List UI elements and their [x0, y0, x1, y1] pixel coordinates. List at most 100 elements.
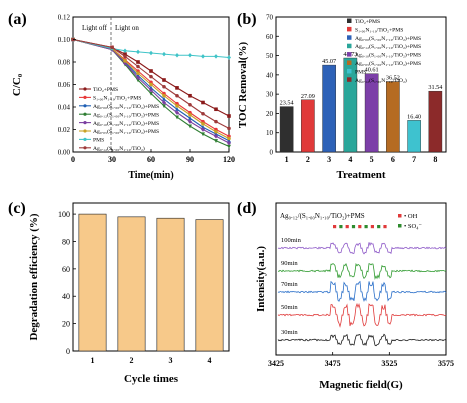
legend-label: Ag₀.₀₅(S₁.₀₀N₁.₁₀/TiO₂)+PMS	[355, 60, 421, 67]
data-point	[123, 52, 127, 56]
bar	[195, 219, 224, 352]
data-point	[162, 96, 166, 101]
y-tick-label: 0.08	[58, 59, 71, 67]
data-point	[162, 104, 166, 109]
peak-marker	[377, 225, 381, 229]
bar	[322, 64, 336, 153]
data-point	[136, 60, 140, 64]
data-point	[149, 91, 153, 96]
data-point	[175, 93, 179, 98]
panel-c: (c) 0 20 40 60 80 100 1 2 3 4 Cycle times Degrad…	[8, 200, 230, 385]
y-tick-label: 80	[62, 237, 70, 246]
legend-label: TiO₂+PMS	[355, 19, 380, 25]
data-point	[188, 113, 192, 117]
bar-value-label: 31.54	[428, 84, 442, 91]
peak-marker	[364, 225, 368, 229]
legend-swatch	[347, 26, 352, 32]
y-tick-label: 60	[62, 265, 70, 274]
y-tick-label: 40	[62, 292, 70, 301]
bar-value-label: 45.07	[322, 58, 336, 65]
data-point	[201, 54, 205, 59]
x-tick-label: 30	[108, 155, 116, 164]
panel-d-label: (d)	[237, 200, 257, 217]
bar	[117, 216, 146, 352]
panel-a-y-ticks: 0.00 0.02 0.04 0.06 0.08 0.10 0.12	[58, 14, 76, 157]
y-tick-label: 50	[266, 52, 274, 60]
bar	[386, 81, 400, 153]
legend-label: PMS	[355, 69, 366, 75]
bar	[78, 213, 107, 352]
legend-swatch-marker	[83, 87, 87, 91]
data-point	[149, 69, 153, 73]
peak-marker	[345, 225, 349, 229]
data-point	[201, 122, 205, 126]
legend-label: Ag₀.₀₅(S₁.₀₀N₁.₁₀/TiO₂)+PMS	[93, 128, 159, 135]
data-point	[227, 114, 231, 118]
data-point	[214, 107, 218, 112]
legend-swatch	[398, 224, 402, 228]
data-point	[162, 93, 166, 98]
panel-c-label: (c)	[8, 200, 26, 217]
legend-swatch	[347, 68, 352, 74]
y-tick-label: 20	[266, 110, 274, 118]
data-point	[136, 49, 140, 55]
legend-swatch	[398, 214, 402, 218]
legend-swatch-marker	[83, 121, 87, 125]
trace-label: 100min	[281, 237, 302, 244]
panel-a: (a) Light off Light on 0.000.020.040.060…	[8, 11, 235, 181]
legend-swatch-marker	[83, 146, 87, 150]
data-point	[214, 131, 218, 136]
data-point	[136, 64, 140, 69]
x-tick-label: 1	[91, 356, 95, 365]
x-tick-label: 8	[433, 155, 437, 164]
y-tick-label: 40	[266, 71, 274, 79]
legend-label: Ag₀.₀₀(S₁.₀₀N₁.₁₀/TiO₂)+PMS	[355, 35, 421, 42]
panel-a-label: (a)	[8, 11, 27, 28]
trace-label: 30min	[281, 329, 298, 336]
panel-d-x-axis-label: Magnetic field(G)	[319, 379, 403, 391]
panel-d-legend: • OH • SO₄⁻	[398, 213, 422, 230]
data-point	[149, 82, 153, 87]
peak-marker	[333, 225, 337, 229]
data-point	[149, 87, 153, 93]
light-on-label: Light on	[115, 24, 139, 32]
legend-label: • OH	[404, 213, 418, 220]
legend-swatch	[347, 18, 352, 23]
panel-d-title: Ag₀.₁₂/(S₁.₀₀N₁.₁₀/TiO₂)+PMS	[280, 212, 365, 220]
y-tick-label: 10	[266, 129, 274, 137]
data-point	[227, 144, 231, 149]
data-point	[214, 54, 218, 59]
bar	[407, 120, 421, 153]
data-point	[136, 75, 140, 80]
panel-b-x-ticks: 1 2 3 4 5 6 7 8	[285, 155, 438, 164]
panel-a-y-axis-label: C/C₀	[11, 73, 23, 96]
y-tick-label: 0.12	[58, 14, 71, 22]
bar	[279, 106, 294, 153]
bar-value-label: 40.61	[365, 67, 379, 74]
x-tick-label: 3525	[381, 359, 397, 368]
legend-swatch	[347, 35, 352, 40]
x-tick-label: 60	[147, 155, 155, 164]
data-point	[162, 84, 166, 89]
data-point	[123, 59, 127, 63]
data-point	[188, 53, 192, 58]
epr-trace	[277, 262, 447, 281]
data-point	[214, 129, 218, 134]
data-point	[227, 126, 231, 131]
legend-swatch-marker	[83, 95, 87, 99]
data-point	[162, 51, 166, 57]
legend-swatch-marker	[83, 112, 87, 116]
x-tick-label: 2	[130, 356, 134, 365]
peak-marker	[370, 225, 374, 229]
panel-b-legend: TiO₂+PMS S₁.₀₀N₁.₁₀/TiO₂+PMS Ag₀.₀₀(S₁.₀₀N…	[347, 18, 421, 84]
x-tick-label: 3	[327, 155, 331, 164]
y-tick-label: 30	[266, 91, 274, 99]
legend-label: Ag₀.₁₂(S₁.₀₀N₁.₁₀/TiO₂)	[355, 77, 407, 84]
x-tick-label: 2	[306, 155, 310, 164]
bar	[364, 73, 379, 153]
x-tick-label: 3575	[438, 359, 454, 368]
data-point	[227, 138, 231, 143]
data-point	[123, 60, 127, 66]
data-point	[188, 119, 192, 124]
peak-marker	[358, 225, 362, 229]
